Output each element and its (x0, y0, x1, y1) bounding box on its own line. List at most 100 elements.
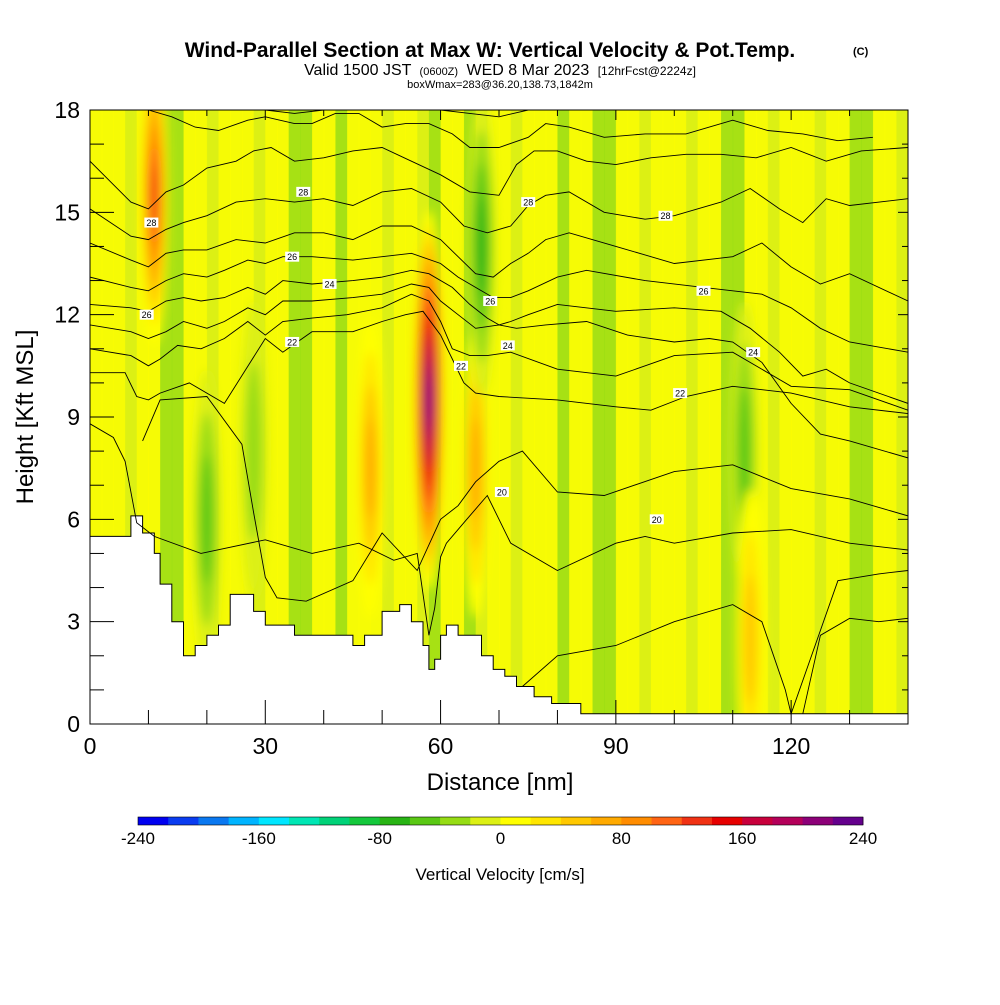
minor-ticks (90, 110, 908, 724)
y-tick-label: 18 (54, 97, 80, 123)
y-axis: 0 3 6 9 12 15 18 (54, 97, 908, 737)
contour-label-bg (746, 347, 761, 358)
colorbar-swatch (349, 817, 381, 825)
velocity-band (650, 110, 664, 724)
contour-label-text: 24 (325, 279, 335, 289)
velocity-core (151, 165, 158, 226)
potential-temperature-contours (90, 110, 908, 716)
velocity-band (580, 110, 593, 724)
velocity-band (861, 110, 874, 724)
contour-label-text: 28 (523, 198, 533, 208)
colorbar-label: Vertical Velocity [cm/s] (415, 865, 584, 884)
contour-label-bg (649, 514, 664, 525)
contour-label-bg (673, 388, 688, 399)
colorbar-tick-label: 0 (496, 829, 505, 848)
colorbar-frame (137, 816, 864, 826)
velocity-band (674, 110, 687, 724)
velocity-band (779, 110, 792, 724)
x-tick-label: 0 (84, 733, 97, 759)
box-wmax-info: boxWmax=283@36.20,138.73,1842m (407, 79, 593, 91)
contour-label: 28 (658, 210, 673, 221)
contour-label-bg (500, 340, 515, 351)
x-tick-label: 90 (603, 733, 629, 759)
y-axis-label: Height [Kft MSL] (12, 330, 39, 505)
colorbar-tick-label: 240 (849, 829, 877, 848)
velocity-band (405, 110, 418, 724)
colorbar-ticks: -240 -160 -80 0 80 160 240 (121, 829, 877, 848)
colorbar-swatch (289, 817, 320, 825)
valid-local: Valid 1500 JST (304, 62, 412, 79)
x-axis-label: Distance [nm] (427, 769, 574, 796)
contour-label-text: 22 (287, 337, 297, 347)
contour-line-28 (90, 187, 908, 241)
velocity-band (534, 110, 547, 724)
contour-line-21 (142, 396, 908, 602)
contour-line-22 (90, 310, 908, 415)
contour-label-bg (483, 296, 498, 307)
contour-label: 22 (285, 336, 300, 347)
colorbar-swatch (711, 817, 743, 825)
velocity-band (569, 110, 582, 724)
contour-line-31 (265, 110, 529, 118)
velocity-band (335, 110, 348, 724)
colorbar-swatch (802, 817, 834, 825)
contour-label-bg (658, 210, 673, 221)
contour-line-18 (802, 617, 908, 714)
velocity-band (171, 110, 184, 724)
velocity-core (476, 196, 487, 297)
velocity-core (245, 361, 262, 542)
contour-line-30 (148, 110, 873, 148)
velocity-band (347, 110, 360, 724)
velocity-band (592, 110, 605, 724)
velocity-band (802, 110, 816, 724)
contour-label-bg (322, 278, 337, 289)
valid-time-line: Valid 1500 JST (0600Z) WED 8 Mar 2023 [1… (304, 62, 696, 79)
contour-label-bg (285, 251, 300, 262)
velocity-band (545, 110, 558, 724)
colorbar-swatch (168, 817, 199, 825)
colorbar-swatch (258, 817, 290, 825)
contour-label-text: 28 (146, 218, 156, 228)
contour-label-text: 28 (661, 211, 671, 221)
y-tick-label: 12 (54, 302, 80, 328)
y-tick-label: 3 (67, 609, 80, 635)
velocity-band (709, 110, 722, 724)
velocity-band (685, 110, 699, 724)
contour-label-text: 20 (497, 488, 507, 498)
velocity-band (312, 110, 325, 724)
velocity-core (738, 386, 751, 516)
contour-label: 26 (139, 309, 154, 320)
contour-label: 20 (649, 514, 664, 525)
contour-label-bg (144, 217, 159, 228)
contour-label-bg (139, 309, 154, 320)
colorbar-swatch (681, 817, 713, 825)
contour-label: 28 (144, 217, 159, 228)
colorbar-swatch (530, 817, 562, 825)
contour-label-text: 26 (142, 310, 152, 320)
velocity-band (639, 110, 652, 724)
contour-label-text: 22 (456, 361, 466, 371)
contour-label: 22 (454, 360, 469, 371)
velocity-band (510, 110, 523, 724)
velocity-core (744, 574, 757, 704)
contour-label-bg (285, 336, 300, 347)
colorbar-tick-label: 80 (612, 829, 631, 848)
colorbar-swatch (409, 817, 441, 825)
velocity-band (265, 110, 278, 724)
x-tick-label: 60 (428, 733, 454, 759)
velocity-core (426, 377, 431, 423)
colorbar-swatch (440, 817, 471, 825)
y-tick-label: 15 (54, 199, 80, 225)
velocity-core (470, 418, 481, 519)
terrain-mask (90, 515, 908, 724)
contour-label: 24 (746, 347, 761, 358)
colorbar-tick-label: -160 (242, 829, 276, 848)
contour-label-bg (296, 186, 311, 197)
colorbar-swatch (742, 817, 773, 825)
forecast-info: [12hrFcst@2224z] (598, 64, 696, 78)
contour-label-text: 20 (652, 515, 662, 525)
velocity-band (382, 110, 395, 724)
colorbar-swatch (138, 817, 169, 825)
velocity-band (814, 110, 827, 724)
contour-line-23 (90, 293, 908, 411)
